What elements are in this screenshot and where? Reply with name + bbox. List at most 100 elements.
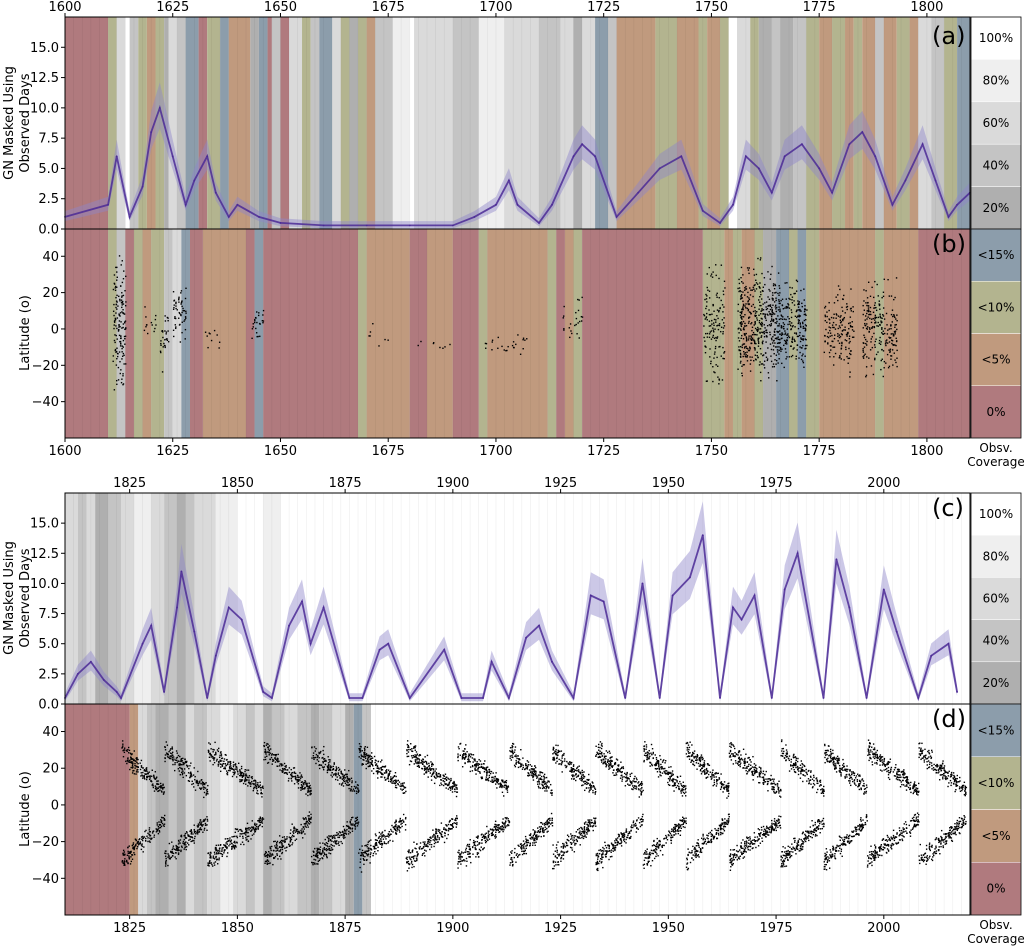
coverage-band <box>750 17 759 229</box>
sunspot-mark <box>269 752 271 754</box>
sunspot-mark <box>712 303 714 306</box>
sunspot-mark <box>188 780 191 782</box>
sunspot-mark <box>438 838 440 841</box>
sunspot-mark <box>756 351 758 354</box>
sunspot-mark <box>845 348 847 351</box>
sunspot-mark <box>382 834 384 836</box>
coverage-band <box>297 704 311 915</box>
sunspot-mark <box>189 765 191 767</box>
sunspot-mark <box>777 272 780 274</box>
sunspot-mark <box>303 783 305 786</box>
sunspot-mark <box>421 759 423 762</box>
sunspot-mark <box>137 842 139 844</box>
sunspot-mark <box>210 852 212 854</box>
panel-c-ylabel-line1: GN Masked Using <box>2 541 17 655</box>
sunspot-mark <box>205 789 208 791</box>
sunspot-mark <box>266 863 269 865</box>
sunspot-mark <box>381 834 383 837</box>
sunspot-mark <box>783 344 785 347</box>
gn-data-point <box>451 224 454 227</box>
sunspot-mark <box>799 310 801 312</box>
sunspot-mark <box>140 836 143 838</box>
sunspot-mark <box>181 772 184 774</box>
sunspot-mark <box>892 334 895 336</box>
coverage-band <box>65 704 130 915</box>
sunspot-mark <box>293 826 295 828</box>
sunspot-mark <box>400 783 402 785</box>
sunspot-mark <box>304 817 307 819</box>
sunspot-mark <box>158 786 160 788</box>
sunspot-mark <box>416 765 419 767</box>
sunspot-mark <box>710 275 712 277</box>
sunspot-mark <box>771 298 774 300</box>
sunspot-mark <box>306 783 308 786</box>
sunspot-mark <box>873 296 875 299</box>
sunspot-mark <box>234 845 237 847</box>
sunspot-mark <box>777 336 779 338</box>
y-tick-label: 2.5 <box>38 667 59 682</box>
sunspot-mark <box>399 827 402 829</box>
sunspot-mark <box>455 795 458 798</box>
sunspot-mark <box>456 815 458 817</box>
coverage-band <box>340 17 350 229</box>
sunspot-mark <box>358 789 360 792</box>
gn-data-point <box>770 191 773 194</box>
coverage-band <box>310 17 320 229</box>
sunspot-mark <box>189 775 192 777</box>
sunspot-mark <box>803 310 806 313</box>
sunspot-mark <box>781 362 783 365</box>
sunspot-mark <box>390 828 392 831</box>
sunspot-mark <box>355 786 357 788</box>
sunspot-mark <box>241 772 244 774</box>
sunspot-mark <box>411 863 414 866</box>
sunspot-mark <box>288 767 291 769</box>
sunspot-mark <box>245 780 247 782</box>
gn-data-point <box>688 576 691 579</box>
sunspot-mark <box>847 332 849 335</box>
sunspot-mark <box>384 338 386 341</box>
sunspot-mark <box>226 773 228 775</box>
sunspot-mark <box>235 846 237 848</box>
sunspot-mark <box>894 326 896 328</box>
sunspot-mark <box>369 848 372 850</box>
sunspot-mark <box>129 851 131 854</box>
sunspot-mark <box>168 842 171 845</box>
sunspot-mark <box>325 849 328 852</box>
sunspot-mark <box>797 306 800 308</box>
sunspot-mark <box>387 840 390 843</box>
sunspot-mark <box>788 320 791 323</box>
sunspot-mark <box>156 780 158 782</box>
sunspot-mark <box>779 333 781 335</box>
sunspot-mark <box>177 760 179 762</box>
sunspot-mark <box>137 758 139 761</box>
sunspot-mark <box>714 351 716 353</box>
sunspot-mark <box>847 331 849 334</box>
sunspot-mark <box>327 762 330 764</box>
sunspot-mark <box>183 844 186 846</box>
sunspot-mark <box>743 351 745 353</box>
sunspot-mark <box>160 785 163 787</box>
sunspot-mark <box>167 330 169 332</box>
sunspot-mark <box>245 830 247 832</box>
sunspot-mark <box>134 764 136 767</box>
sunspot-mark <box>388 830 390 833</box>
sunspot-mark <box>342 775 344 778</box>
sunspot-mark <box>246 832 248 834</box>
sunspot-mark <box>407 850 409 853</box>
sunspot-mark <box>276 853 278 855</box>
sunspot-mark <box>215 849 217 852</box>
sunspot-mark <box>850 307 852 310</box>
sunspot-mark <box>416 855 418 857</box>
sunspot-mark <box>431 774 433 776</box>
sunspot-mark <box>414 847 416 849</box>
sunspot-mark <box>894 316 896 319</box>
sunspot-mark <box>297 776 299 779</box>
sunspot-mark <box>232 844 234 846</box>
sunspot-mark <box>450 828 452 830</box>
sunspot-mark <box>266 856 269 858</box>
sunspot-mark <box>229 765 231 768</box>
sunspot-mark <box>760 310 762 312</box>
sunspot-mark <box>175 846 178 848</box>
sunspot-mark <box>746 356 748 358</box>
sunspot-mark <box>723 357 725 360</box>
